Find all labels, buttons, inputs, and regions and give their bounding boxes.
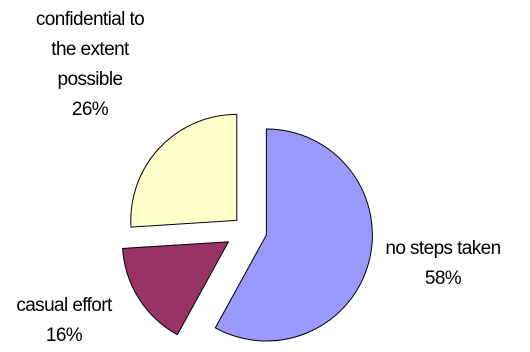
pie-slice-1 — [214, 128, 373, 342]
pie-slice-3 — [130, 113, 238, 228]
slice-value-label-1: 58% — [425, 268, 462, 289]
slice-category-label-3: the extent — [51, 39, 130, 60]
slice-value-label-3: 26% — [72, 99, 109, 120]
pie-slices — [122, 113, 373, 342]
slice-category-label-3: confidential to — [36, 9, 144, 30]
slice-category-label-3: possible — [58, 69, 123, 90]
slice-labels: no steps taken 58% casual effort 16% confide… — [16, 9, 501, 346]
slice-category-label-1: no steps taken — [385, 238, 500, 259]
pie-slice-2 — [122, 241, 230, 336]
slice-value-label-2: 16% — [46, 325, 83, 346]
slice-category-label-2: casual effort — [16, 295, 113, 316]
